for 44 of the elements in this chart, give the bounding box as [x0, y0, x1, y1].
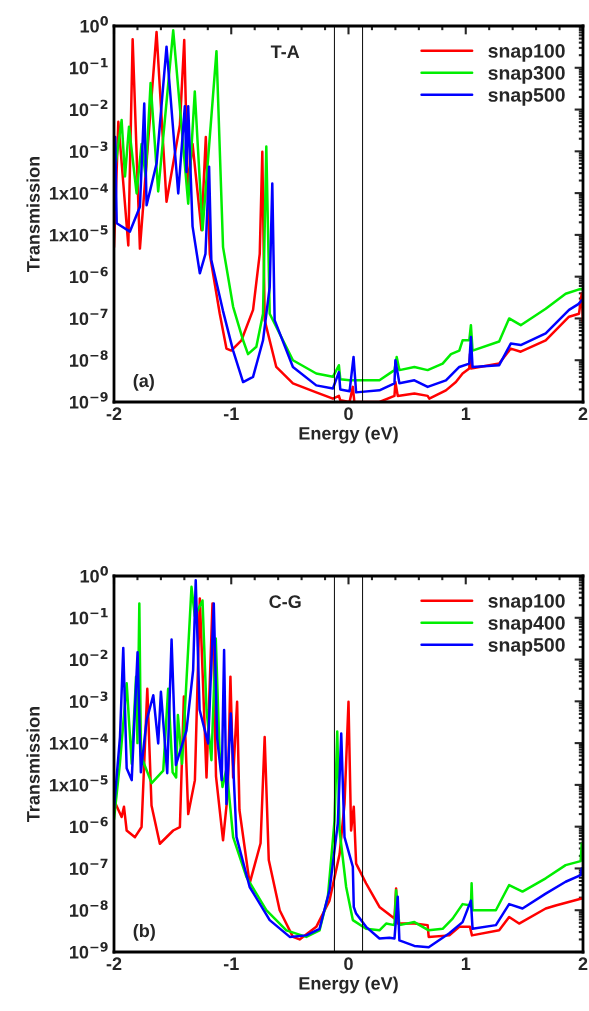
- y-tick-label: 10$^{0}$: [80, 16, 108, 33]
- y-tick-label: 10$^{−8}$: [70, 350, 108, 367]
- annotation: (a): [133, 373, 154, 391]
- y-tick-label: 10$^{−2}$: [70, 649, 108, 667]
- y-tick-label: 1x10$^{−5}$: [49, 225, 108, 242]
- x-axis-title: Energy (eV): [299, 976, 398, 994]
- y-tick-label: 10$^{0}$: [80, 566, 108, 583]
- x-tick-label: 1: [461, 957, 471, 970]
- y-tick-label: 10$^{−6}$: [70, 816, 108, 834]
- y-tick-label: 10$^{−7}$: [70, 308, 108, 326]
- y-tick-label: 10$^{−9}$: [70, 942, 108, 959]
- legend-label: snap500: [488, 88, 565, 106]
- y-axis-title: Transmission: [26, 156, 40, 272]
- x-tick-label: 1: [461, 407, 471, 420]
- y-tick-label: 10$^{−7}$: [70, 858, 108, 876]
- y-tick-label: 10$^{−3}$: [70, 691, 108, 708]
- legend-label: snap400: [488, 616, 565, 634]
- x-tick-label: -2: [106, 407, 122, 420]
- y-tick-label: 1x10$^{−5}$: [49, 775, 108, 792]
- y-tick-label: 10$^{−3}$: [70, 141, 108, 158]
- y-tick-label: 1x10$^{−4}$: [49, 733, 108, 750]
- y-axis-title: Transmission: [26, 706, 40, 822]
- x-axis-title: Energy (eV): [299, 426, 398, 444]
- legend-label: snap500: [488, 638, 565, 656]
- annotation: (b): [133, 923, 155, 941]
- annotation: T-A: [270, 45, 300, 58]
- legend-label: snap100: [488, 44, 565, 62]
- y-tick-label: 1x10$^{−4}$: [49, 183, 108, 200]
- y-tick-label: 10$^{−1}$: [70, 608, 108, 625]
- y-tick-label: 10$^{−8}$: [70, 900, 108, 917]
- y-tick-label: 10$^{−9}$: [70, 392, 108, 409]
- x-tick-label: -2: [106, 957, 122, 970]
- x-tick-label: -1: [223, 407, 239, 420]
- annotation: C-G: [269, 595, 301, 609]
- x-tick-label: 2: [578, 407, 588, 420]
- x-tick-label: 2: [578, 957, 588, 970]
- y-tick-label: 10$^{−2}$: [70, 99, 108, 117]
- y-tick-label: 10$^{−6}$: [70, 266, 108, 284]
- y-tick-label: 10$^{−1}$: [70, 58, 108, 75]
- x-tick-label: 0: [344, 407, 353, 421]
- x-tick-label: 0: [344, 957, 353, 971]
- legend-label: snap300: [488, 66, 565, 84]
- x-tick-label: -1: [223, 957, 239, 970]
- legend-label: snap100: [488, 594, 565, 612]
